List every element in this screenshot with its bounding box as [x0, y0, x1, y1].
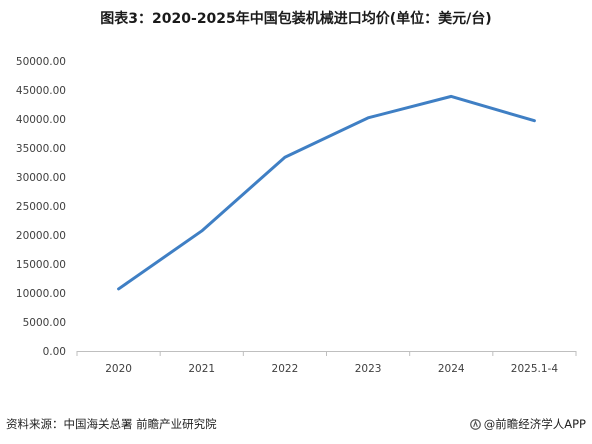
y-tick-label: 40000.00	[16, 114, 66, 126]
x-tick-label: 2022	[272, 363, 299, 375]
x-tick-label: 2023	[355, 363, 382, 375]
footer: 资料来源：中国海关总署 前瞻产业研究院 @前瞻经济学人APP	[6, 416, 586, 434]
y-tick-label: 20000.00	[16, 230, 66, 242]
source-note: 资料来源：中国海关总署 前瞻产业研究院	[6, 417, 217, 431]
y-tick-label: 0.00	[43, 346, 66, 358]
y-tick-label: 30000.00	[16, 172, 66, 184]
x-tick-label: 2024	[438, 363, 465, 375]
brand-logo-icon	[469, 418, 481, 430]
y-tick-label: 50000.00	[16, 56, 66, 68]
y-tick-label: 10000.00	[16, 288, 66, 300]
y-tick-label: 45000.00	[16, 85, 66, 97]
brand-text: @前瞻经济学人APP	[483, 417, 586, 431]
y-tick-label: 5000.00	[23, 317, 66, 329]
chart-title: 图表3：2020-2025年中国包装机械进口均价(单位：美元/台)	[100, 11, 492, 27]
x-tick-label: 2025.1-4	[511, 363, 559, 375]
x-tick-label: 2021	[188, 363, 215, 375]
brand-credit: @前瞻经济学人APP	[469, 416, 586, 432]
x-tick-label: 2020	[105, 363, 132, 375]
y-tick-label: 15000.00	[16, 259, 66, 271]
y-tick-label: 35000.00	[16, 143, 66, 155]
series-line	[117, 94, 536, 291]
y-tick-label: 25000.00	[16, 201, 66, 213]
